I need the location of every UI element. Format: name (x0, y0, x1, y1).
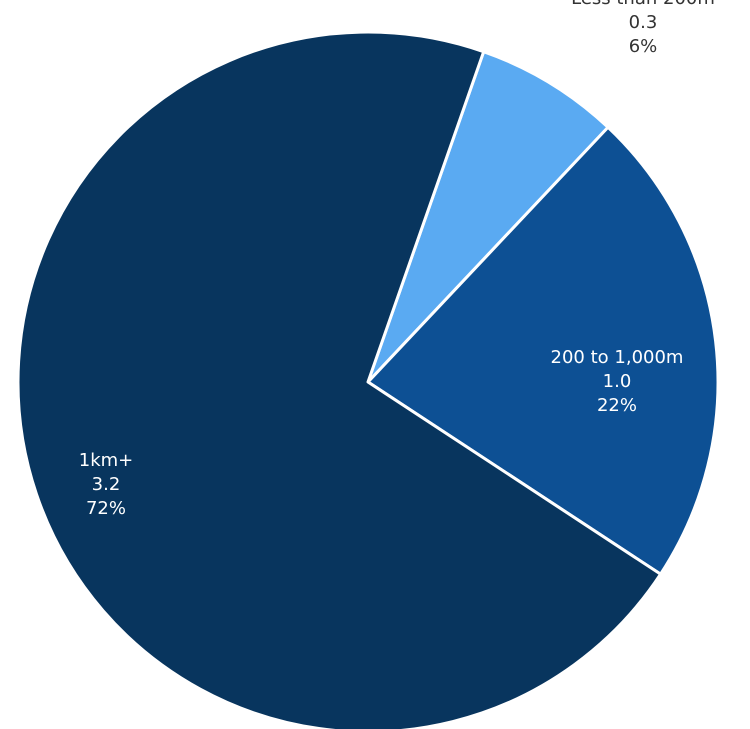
pie-label-percent: 22% (597, 395, 637, 416)
pie-slices (16, 30, 720, 729)
pie-label-value: 3.2 (92, 474, 121, 495)
pie-slice-less-than-200m (366, 50, 610, 384)
pie-label-percent: 72% (86, 498, 126, 519)
pie-slice-1km (16, 30, 663, 729)
pie-label-name: Less than 200m (571, 0, 715, 9)
pie-slice-200-to-1-000m (366, 125, 720, 576)
pie-label-name: 1km+ (79, 450, 134, 471)
pie-labels: Less than 200m 0.3 6% 200 to 1,000m 1.0 22% 1k… (79, 0, 715, 519)
pie-label-200-to-1-000m: 200 to 1,000m 1.0 22% (551, 347, 684, 416)
pie-label-percent: 6% (629, 36, 658, 57)
pie-label-1km: 1km+ 3.2 72% (79, 450, 134, 519)
pie-label-value: 1.0 (603, 371, 632, 392)
pie-label-less-than-200m: Less than 200m 0.3 6% (571, 0, 715, 57)
pie-label-name: 200 to 1,000m (551, 347, 684, 368)
pie-label-value: 0.3 (629, 12, 658, 33)
